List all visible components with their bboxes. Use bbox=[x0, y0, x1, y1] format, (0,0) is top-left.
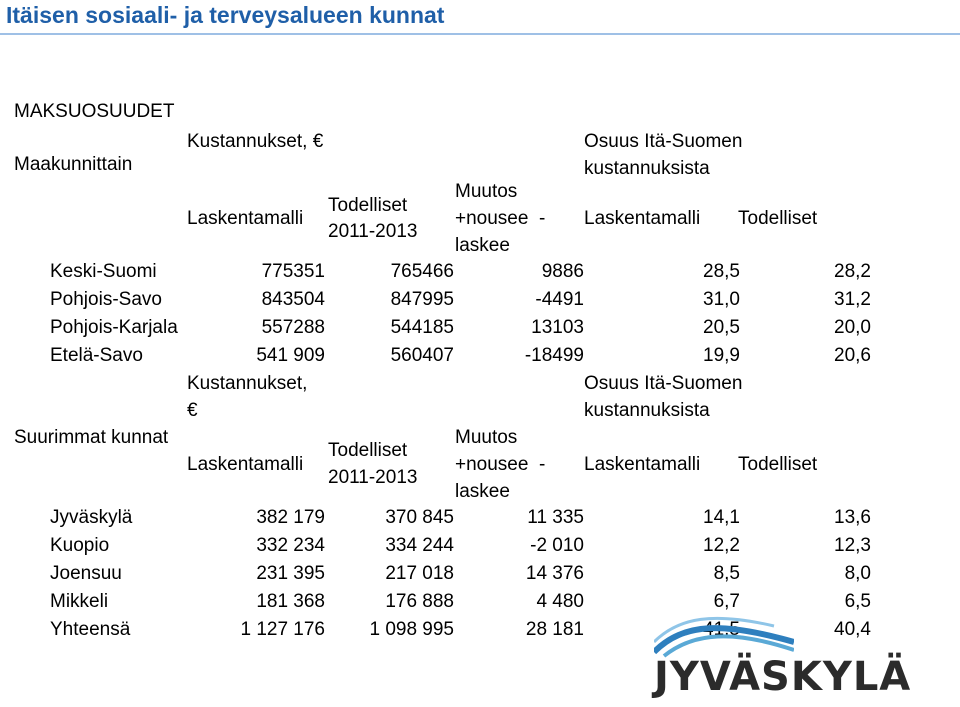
cell-share-model: 28,5 bbox=[703, 261, 740, 282]
cell-change: 28 181 bbox=[525, 619, 584, 640]
cell-share-model: 12,2 bbox=[703, 535, 740, 556]
cell-actual: 765466 bbox=[390, 261, 454, 282]
cell-model: 775351 bbox=[261, 261, 325, 282]
cell-share-actual: 31,2 bbox=[834, 289, 871, 310]
brand-logo: JYVÄSKYLÄ bbox=[654, 654, 912, 700]
cell-actual: 560407 bbox=[390, 345, 454, 366]
table2-header-actual-1: Todelliset bbox=[328, 440, 408, 461]
cell-share-actual: 40,4 bbox=[834, 619, 871, 640]
cell-model: 843504 bbox=[261, 289, 325, 310]
table1-cost-group-text: Kustannukset, € bbox=[187, 131, 324, 152]
cell-change: -18499 bbox=[524, 345, 584, 366]
cell-change: 4 480 bbox=[536, 591, 584, 612]
cell-name: Yhteensä bbox=[50, 619, 131, 640]
table1-header-share-actual: Todelliset bbox=[738, 208, 818, 229]
table1-group-label: Maakunnittain bbox=[14, 154, 133, 175]
cell-change: -2 010 bbox=[530, 535, 584, 556]
title-divider bbox=[0, 33, 960, 35]
cell-share-actual: 20,0 bbox=[834, 317, 871, 338]
cell-actual: 847995 bbox=[390, 289, 454, 310]
table2-header-share-1: Osuus Itä-Suomen bbox=[584, 373, 743, 394]
cell-model: 181 368 bbox=[256, 591, 325, 612]
table2-group-label: Suurimmat kunnat bbox=[14, 427, 169, 448]
table1-header-change-3: laskee bbox=[455, 235, 510, 256]
cell-share-model: 20,5 bbox=[703, 317, 740, 338]
cell-share-actual: 8,0 bbox=[844, 563, 871, 584]
cell-name: Kuopio bbox=[50, 535, 110, 556]
table2-header-cost-2: € bbox=[187, 400, 198, 421]
cell-actual: 370 845 bbox=[385, 507, 454, 528]
cell-change: -4491 bbox=[535, 289, 584, 310]
cell-name: Pohjois-Karjala bbox=[50, 317, 178, 338]
cell-model: 1 127 176 bbox=[240, 619, 325, 640]
cell-name: Pohjois-Savo bbox=[50, 289, 162, 310]
table2-header-cost-1: Kustannukset, bbox=[187, 373, 308, 394]
cell-share-model: 14,1 bbox=[703, 507, 740, 528]
cell-share-actual: 20,6 bbox=[834, 345, 871, 366]
table1-share-group-header: Osuus Itä-Suomen kustannuksista bbox=[584, 131, 743, 179]
cell-share-model: 6,7 bbox=[713, 591, 740, 612]
cell-change: 9886 bbox=[541, 261, 584, 282]
cell-share-model: 8,5 bbox=[713, 563, 740, 584]
cell-actual: 217 018 bbox=[385, 563, 454, 584]
table1-header-actual-1: Todelliset bbox=[328, 195, 408, 216]
table2-header-change-3: laskee bbox=[455, 481, 510, 502]
table1-cost-group-header: Kustannukset, € bbox=[187, 128, 323, 155]
cell-actual: 334 244 bbox=[385, 535, 454, 556]
cell-model: 541 909 bbox=[256, 345, 325, 366]
cell-share-actual: 13,6 bbox=[834, 507, 871, 528]
table2-header-actual-2: 2011-2013 bbox=[328, 467, 418, 488]
table1-header-change-1: Muutos bbox=[455, 181, 518, 202]
cell-actual: 176 888 bbox=[385, 591, 454, 612]
cell-model: 557288 bbox=[261, 317, 325, 338]
cell-actual: 1 098 995 bbox=[369, 619, 454, 640]
cell-name: Joensuu bbox=[50, 563, 122, 584]
cell-share-actual: 28,2 bbox=[834, 261, 871, 282]
cell-model: 231 395 bbox=[256, 563, 325, 584]
table2-header-change-2: +nousee - bbox=[455, 454, 546, 475]
table1-header-model: Laskentamalli bbox=[187, 208, 304, 229]
table1-header-change-2: +nousee - bbox=[455, 208, 546, 229]
cell-name: Mikkeli bbox=[50, 591, 109, 612]
page-title: Itäisen sosiaali- ja terveysalueen kunna… bbox=[6, 2, 445, 28]
brand-logo-wave-icon bbox=[654, 616, 794, 658]
table2-header-change-1: Muutos bbox=[455, 427, 518, 448]
cell-model: 332 234 bbox=[256, 535, 325, 556]
cell-change: 14 376 bbox=[525, 563, 584, 584]
section-label: MAKSUOSUUDET bbox=[14, 101, 175, 122]
table1-header-actual-2: 2011-2013 bbox=[328, 221, 418, 242]
table1-header-share-model: Laskentamalli bbox=[584, 208, 701, 229]
cell-share-actual: 6,5 bbox=[844, 591, 871, 612]
cell-name: Jyväskylä bbox=[50, 507, 133, 528]
cell-name: Etelä-Savo bbox=[50, 345, 143, 366]
cell-change: 11 335 bbox=[527, 507, 584, 528]
table2-header-share-2: kustannuksista bbox=[584, 400, 710, 421]
cell-share-model: 19,9 bbox=[703, 345, 740, 366]
cell-name: Keski-Suomi bbox=[50, 261, 157, 282]
cell-share-actual: 12,3 bbox=[834, 535, 871, 556]
cell-model: 382 179 bbox=[256, 507, 325, 528]
table2-header-share-model: Laskentamalli bbox=[584, 454, 701, 475]
cell-share-model: 31,0 bbox=[703, 289, 740, 310]
cell-actual: 544185 bbox=[390, 317, 454, 338]
table2-header-share-actual: Todelliset bbox=[738, 454, 818, 475]
table2-header-model: Laskentamalli bbox=[187, 454, 304, 475]
cell-change: 13103 bbox=[531, 317, 584, 338]
